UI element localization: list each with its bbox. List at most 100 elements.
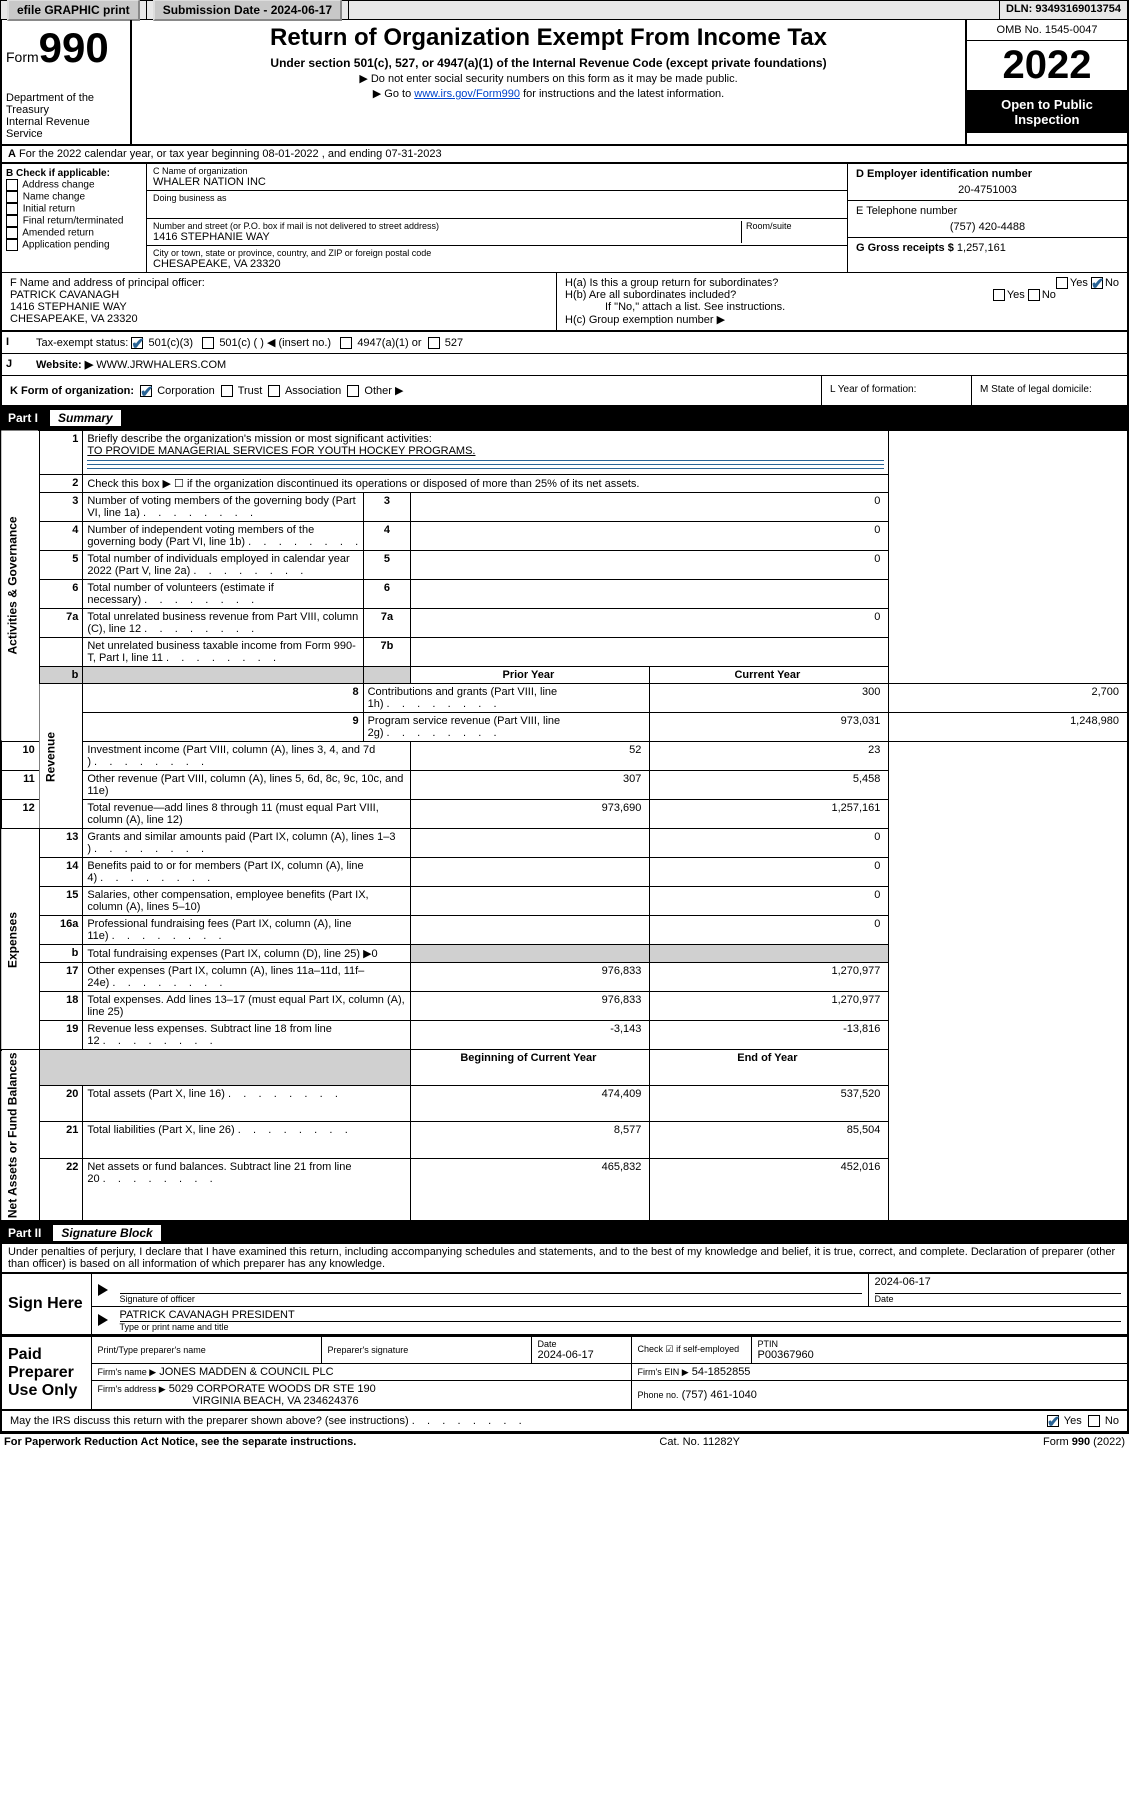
checkbox-address-change[interactable] <box>6 179 18 191</box>
line19-current: -13,816 <box>650 1021 889 1050</box>
cb-527[interactable] <box>428 337 440 349</box>
line16b-desc: Total fundraising expenses (Part IX, col… <box>83 945 411 963</box>
street-address: 1416 STEPHANIE WAY <box>153 231 741 243</box>
hc-label: H(c) Group exemption number ▶ <box>565 313 1119 326</box>
row-j: J Website: ▶ WWW.JRWHALERS.COM <box>0 354 1129 376</box>
checkbox-initial-return[interactable] <box>6 203 18 215</box>
cb-4947[interactable] <box>340 337 352 349</box>
row-k: K Form of organization: Corporation Trus… <box>0 376 1129 407</box>
line13-desc: Grants and similar amounts paid (Part IX… <box>83 829 411 858</box>
top-bar: efile GRAPHIC print Submission Date - 20… <box>0 0 1129 20</box>
cb-assoc[interactable] <box>268 385 280 397</box>
cb-corp[interactable] <box>140 385 152 397</box>
line20-desc: Total assets (Part X, line 16) <box>83 1086 411 1122</box>
dln-label: DLN: 93493169013754 <box>1000 1 1128 19</box>
checkbox-name-change[interactable] <box>6 191 18 203</box>
line10-desc: Investment income (Part VIII, column (A)… <box>83 742 411 771</box>
line3-val: 0 <box>411 493 889 522</box>
line17-desc: Other expenses (Part IX, column (A), lin… <box>83 963 411 992</box>
paperwork-notice: For Paperwork Reduction Act Notice, see … <box>4 1436 356 1448</box>
line9-desc: Program service revenue (Part VIII, line… <box>363 713 650 742</box>
box-b-label: B Check if applicable: <box>6 168 142 179</box>
line4-val: 0 <box>411 522 889 551</box>
line17-current: 1,270,977 <box>650 963 889 992</box>
line14-desc: Benefits paid to or for members (Part IX… <box>83 858 411 887</box>
summary-table: Activities & Governance 1 Briefly descri… <box>0 429 1129 1222</box>
sig-officer-label: Signature of officer <box>120 1294 862 1304</box>
line7a-desc: Total unrelated business revenue from Pa… <box>83 609 363 638</box>
hb-label: H(b) Are all subordinates included? <box>565 289 736 301</box>
org-name: WHALER NATION INC <box>153 176 841 188</box>
line10-current: 23 <box>650 742 889 771</box>
sign-here-label: Sign Here <box>1 1273 91 1335</box>
line16a-desc: Professional fundraising fees (Part IX, … <box>83 916 411 945</box>
form-label: Form <box>6 49 39 65</box>
line20-begin: 474,409 <box>411 1086 650 1122</box>
line15-current: 0 <box>650 887 889 916</box>
may-irs-no[interactable] <box>1088 1415 1100 1427</box>
officer-addr1: 1416 STEPHANIE WAY <box>10 301 548 313</box>
may-irs-yes[interactable] <box>1047 1415 1059 1427</box>
form-footer: Form 990 (2022) <box>1043 1436 1125 1448</box>
line22-begin: 465,832 <box>411 1158 650 1221</box>
ha-label: H(a) Is this a group return for subordin… <box>565 277 778 289</box>
line12-prior: 973,690 <box>411 800 650 829</box>
hb-note: If "No," attach a list. See instructions… <box>565 301 1119 313</box>
efile-print-button[interactable]: efile GRAPHIC print <box>7 0 140 21</box>
city-label: City or town, state or province, country… <box>153 248 841 258</box>
line7b-desc: Net unrelated business taxable income fr… <box>83 638 363 667</box>
gross-receipts: 1,257,161 <box>957 242 1006 254</box>
cb-trust[interactable] <box>221 385 233 397</box>
line15-desc: Salaries, other compensation, employee b… <box>83 887 411 916</box>
line3-desc: Number of voting members of the governin… <box>83 493 363 522</box>
end-year-header: End of Year <box>650 1050 889 1086</box>
cb-501c[interactable] <box>202 337 214 349</box>
ha-no[interactable] <box>1091 277 1103 289</box>
checkbox-app-pending[interactable] <box>6 239 18 251</box>
line7b-val <box>411 638 889 667</box>
triangle-icon <box>98 1284 108 1296</box>
hb-yes[interactable] <box>993 289 1005 301</box>
section-bc: B Check if applicable: Address change Na… <box>0 164 1129 272</box>
cb-501c3[interactable] <box>131 337 143 349</box>
sign-here-table: Sign Here Signature of officer 2024-06-1… <box>0 1272 1129 1336</box>
inspection-badge: Open to Public Inspection <box>967 91 1127 133</box>
checkbox-amended[interactable] <box>6 227 18 239</box>
line14-current: 0 <box>650 858 889 887</box>
line9-current: 1,248,980 <box>889 713 1128 742</box>
irs-label: Internal Revenue Service <box>6 116 126 140</box>
line21-end: 85,504 <box>650 1122 889 1158</box>
line20-end: 537,520 <box>650 1086 889 1122</box>
q1-answer: TO PROVIDE MANAGERIAL SERVICES FOR YOUTH… <box>87 445 475 457</box>
omb-number: OMB No. 1545-0047 <box>967 20 1127 41</box>
line13-current: 0 <box>650 829 889 858</box>
line21-begin: 8,577 <box>411 1122 650 1158</box>
hb-no[interactable] <box>1028 289 1040 301</box>
row-fgh: F Name and address of principal officer:… <box>0 272 1129 332</box>
line7a-val: 0 <box>411 609 889 638</box>
part1-header: Part ISummary <box>0 407 1129 429</box>
tax-exempt-label: Tax-exempt status: <box>36 337 128 349</box>
submission-date-button[interactable]: Submission Date - 2024-06-17 <box>153 0 342 21</box>
checkbox-final-return[interactable] <box>6 215 18 227</box>
paid-preparer-label: Paid Preparer Use Only <box>1 1336 91 1410</box>
line18-current: 1,270,977 <box>650 992 889 1021</box>
irs-link[interactable]: www.irs.gov/Form990 <box>414 88 520 100</box>
cb-other[interactable] <box>347 385 359 397</box>
ha-yes[interactable] <box>1056 277 1068 289</box>
phone-value: (757) 420-4488 <box>856 221 1119 233</box>
line8-desc: Contributions and grants (Part VIII, lin… <box>363 684 650 713</box>
firm-name: JONES MADDEN & COUNCIL PLC <box>159 1366 333 1378</box>
box-d-label: D Employer identification number <box>856 168 1119 180</box>
dba-label: Doing business as <box>153 193 841 203</box>
paid-preparer-table: Paid Preparer Use Only Print/Type prepar… <box>0 1336 1129 1411</box>
prep-date: 2024-06-17 <box>538 1349 625 1361</box>
begin-year-header: Beginning of Current Year <box>411 1050 650 1086</box>
city-state-zip: CHESAPEAKE, VA 23320 <box>153 258 841 270</box>
prior-year-header: Prior Year <box>411 667 650 684</box>
line17-prior: 976,833 <box>411 963 650 992</box>
firm-addr1: 5029 CORPORATE WOODS DR STE 190 <box>169 1383 376 1395</box>
q2-text: Check this box ▶ ☐ if the organization d… <box>83 475 889 493</box>
side-governance: Activities & Governance <box>1 430 39 742</box>
year-formation-label: L Year of formation: <box>822 376 972 405</box>
